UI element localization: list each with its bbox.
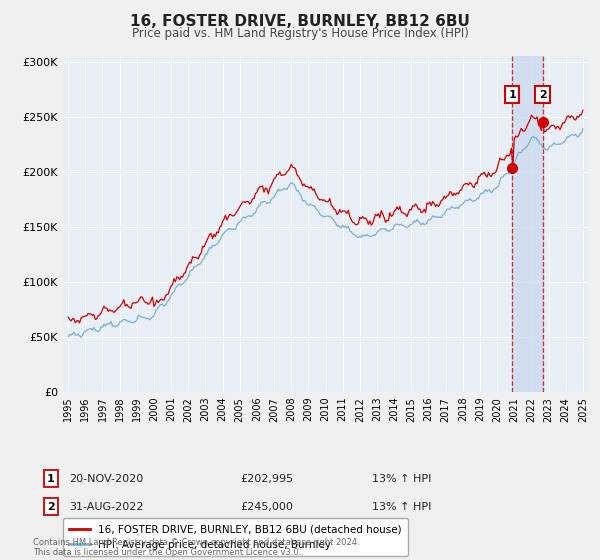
Text: 13% ↑ HPI: 13% ↑ HPI [372, 474, 431, 484]
Text: 13% ↑ HPI: 13% ↑ HPI [372, 502, 431, 512]
Text: 1: 1 [47, 474, 55, 484]
Text: 20-NOV-2020: 20-NOV-2020 [69, 474, 143, 484]
Text: £202,995: £202,995 [240, 474, 293, 484]
Bar [512, 56, 543, 392]
Text: 2: 2 [47, 502, 55, 512]
Text: Price paid vs. HM Land Registry's House Price Index (HPI): Price paid vs. HM Land Registry's House … [131, 27, 469, 40]
Text: 31-AUG-2022: 31-AUG-2022 [69, 502, 143, 512]
Text: £245,000: £245,000 [240, 502, 293, 512]
Text: 2: 2 [539, 90, 547, 100]
Text: 1: 1 [508, 90, 516, 100]
Legend: 16, FOSTER DRIVE, BURNLEY, BB12 6BU (detached house), HPI: Average price, detach: 16, FOSTER DRIVE, BURNLEY, BB12 6BU (det… [63, 518, 408, 556]
Text: Contains HM Land Registry data © Crown copyright and database right 2024.
This d: Contains HM Land Registry data © Crown c… [33, 538, 359, 557]
Text: 16, FOSTER DRIVE, BURNLEY, BB12 6BU: 16, FOSTER DRIVE, BURNLEY, BB12 6BU [130, 14, 470, 29]
